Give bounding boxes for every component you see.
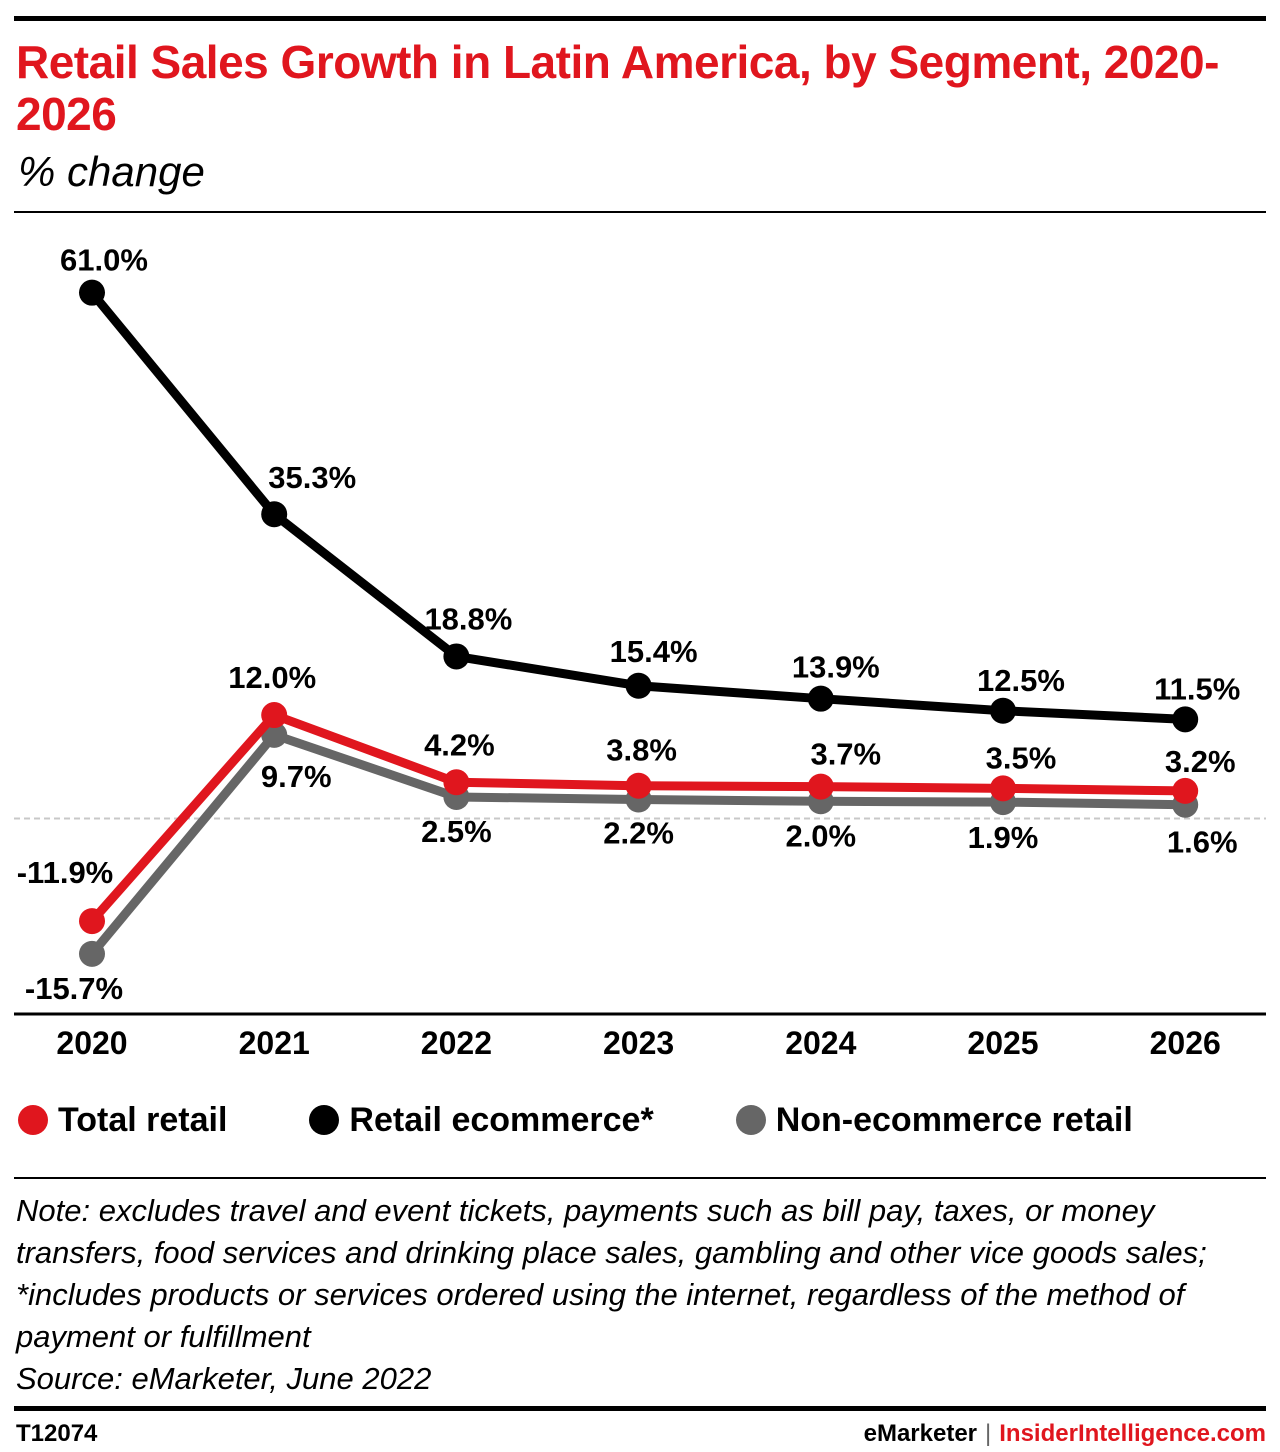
chart-subtitle: % change	[18, 148, 205, 195]
data-point-retail-ecommerce	[990, 697, 1016, 724]
data-label-retail-ecommerce: 15.4%	[610, 634, 698, 669]
legend-marker-non-ecommerce-retail	[735, 1105, 766, 1135]
legend-item-total-retail: Total retail	[18, 1101, 227, 1140]
footer-branding: eMarketer | InsiderIntelligence.com	[864, 1420, 1266, 1448]
x-tick-label: 2022	[421, 1025, 492, 1061]
footer-separator: |	[985, 1420, 992, 1447]
data-label-total-retail: 3.7%	[810, 737, 881, 772]
data-point-total-retail	[807, 773, 834, 800]
chart-legend: Total retail Retail ecommerce* Non-ecomm…	[18, 1096, 1215, 1144]
legend-label-total-retail: Total retail	[58, 1100, 228, 1139]
data-point-total-retail	[625, 772, 652, 799]
data-point-retail-ecommerce	[625, 672, 652, 699]
data-label-retail-ecommerce: 13.9%	[792, 650, 880, 685]
data-label-retail-ecommerce: 18.8%	[424, 601, 512, 636]
brand-name: eMarketer	[863, 1420, 978, 1447]
data-label-retail-ecommerce: 35.3%	[268, 460, 356, 495]
data-point-total-retail	[79, 908, 105, 935]
x-tick-label: 2020	[56, 1025, 127, 1061]
top-rule	[14, 16, 1266, 21]
data-point-total-retail	[443, 769, 470, 796]
data-label-retail-ecommerce: 12.5%	[977, 663, 1065, 698]
chart-title: Retail Sales Growth in Latin America, by…	[16, 36, 1219, 140]
data-point-retail-ecommerce	[261, 501, 288, 528]
source-text: Source: eMarketer, June 2022	[16, 1361, 432, 1396]
data-point-retail-ecommerce	[443, 643, 470, 670]
legend-marker-retail-ecommerce	[309, 1105, 340, 1135]
data-label-non-ecommerce-retail: 1.6%	[1167, 825, 1238, 860]
line-chart: 2020 2021 2022 2023 2024 2025 2026 61.0% 35.3% 18…	[14, 243, 1266, 1061]
data-point-non-ecommerce-retail	[79, 940, 105, 967]
x-tick-label: 2025	[967, 1025, 1038, 1061]
x-tick-label: 2024	[785, 1025, 856, 1061]
legend-label-non-ecommerce-retail: Non-ecommerce retail	[775, 1100, 1133, 1139]
data-label-non-ecommerce-retail: 2.2%	[603, 816, 674, 851]
data-label-total-retail: 12.0%	[228, 660, 316, 695]
site-link[interactable]: InsiderIntelligence.com	[999, 1420, 1266, 1447]
data-label-total-retail: 4.2%	[424, 727, 495, 762]
data-label-retail-ecommerce: 61.0%	[60, 243, 148, 278]
data-point-retail-ecommerce	[1172, 706, 1199, 733]
data-label-non-ecommerce-retail: -15.7%	[25, 971, 123, 1006]
data-point-total-retail	[1172, 777, 1199, 804]
data-label-total-retail: 3.2%	[1165, 744, 1236, 779]
x-tick-label: 2021	[239, 1025, 310, 1061]
legend-divider	[14, 1177, 1266, 1179]
footer-rule	[14, 1406, 1266, 1411]
data-point-total-retail	[990, 775, 1016, 802]
chart-note: Note: excludes travel and event tickets,…	[16, 1190, 1266, 1400]
data-label-total-retail: -11.9%	[17, 855, 114, 890]
data-point-retail-ecommerce	[807, 685, 834, 712]
data-point-total-retail	[261, 702, 288, 729]
data-label-total-retail: 3.5%	[986, 740, 1057, 775]
data-label-total-retail: 3.8%	[606, 733, 677, 768]
data-point-retail-ecommerce	[79, 279, 105, 306]
data-label-non-ecommerce-retail: 9.7%	[261, 759, 332, 794]
data-label-non-ecommerce-retail: 2.5%	[421, 814, 492, 849]
chart-id: T12074	[16, 1420, 98, 1447]
legend-marker-total-retail	[18, 1105, 48, 1135]
data-label-non-ecommerce-retail: 2.0%	[785, 818, 856, 853]
data-label-non-ecommerce-retail: 1.9%	[968, 820, 1039, 855]
note-text: Note: excludes travel and event tickets,…	[16, 1193, 1207, 1354]
legend-label-retail-ecommerce: Retail ecommerce*	[349, 1100, 654, 1139]
x-tick-label: 2023	[603, 1025, 674, 1061]
legend-item-retail-ecommerce: Retail ecommerce*	[309, 1100, 654, 1140]
legend-item-non-ecommerce-retail: Non-ecommerce retail	[735, 1100, 1133, 1140]
data-label-retail-ecommerce: 11.5%	[1154, 671, 1240, 706]
x-tick-label: 2026	[1150, 1025, 1221, 1061]
header-divider	[14, 211, 1266, 213]
